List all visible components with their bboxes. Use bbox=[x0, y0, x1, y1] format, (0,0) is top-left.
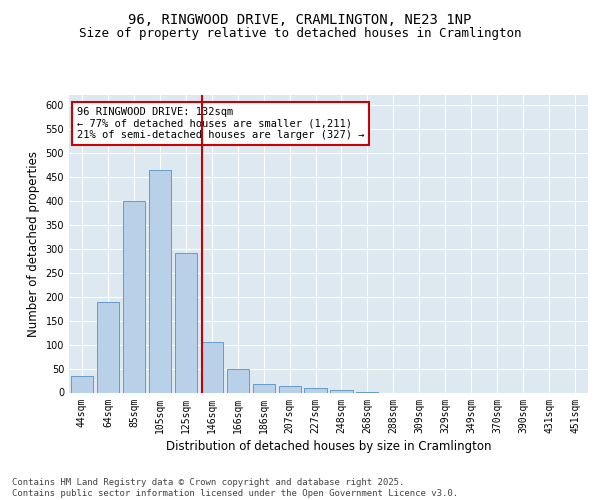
Bar bbox=[278, 386, 301, 392]
Bar bbox=[123, 200, 145, 392]
Text: Size of property relative to detached houses in Cramlington: Size of property relative to detached ho… bbox=[79, 28, 521, 40]
Bar bbox=[200, 342, 223, 392]
Text: Contains HM Land Registry data © Crown copyright and database right 2025.
Contai: Contains HM Land Registry data © Crown c… bbox=[12, 478, 458, 498]
Bar bbox=[71, 376, 93, 392]
Y-axis label: Number of detached properties: Number of detached properties bbox=[27, 151, 40, 337]
Text: 96, RINGWOOD DRIVE, CRAMLINGTON, NE23 1NP: 96, RINGWOOD DRIVE, CRAMLINGTON, NE23 1N… bbox=[128, 13, 472, 27]
Bar bbox=[97, 302, 119, 392]
Bar bbox=[227, 370, 249, 392]
Bar bbox=[253, 384, 275, 392]
Bar bbox=[149, 170, 171, 392]
Bar bbox=[331, 390, 353, 392]
Bar bbox=[304, 388, 326, 392]
X-axis label: Distribution of detached houses by size in Cramlington: Distribution of detached houses by size … bbox=[166, 440, 491, 452]
Text: 96 RINGWOOD DRIVE: 132sqm
← 77% of detached houses are smaller (1,211)
21% of se: 96 RINGWOOD DRIVE: 132sqm ← 77% of detac… bbox=[77, 107, 364, 140]
Bar bbox=[175, 254, 197, 392]
